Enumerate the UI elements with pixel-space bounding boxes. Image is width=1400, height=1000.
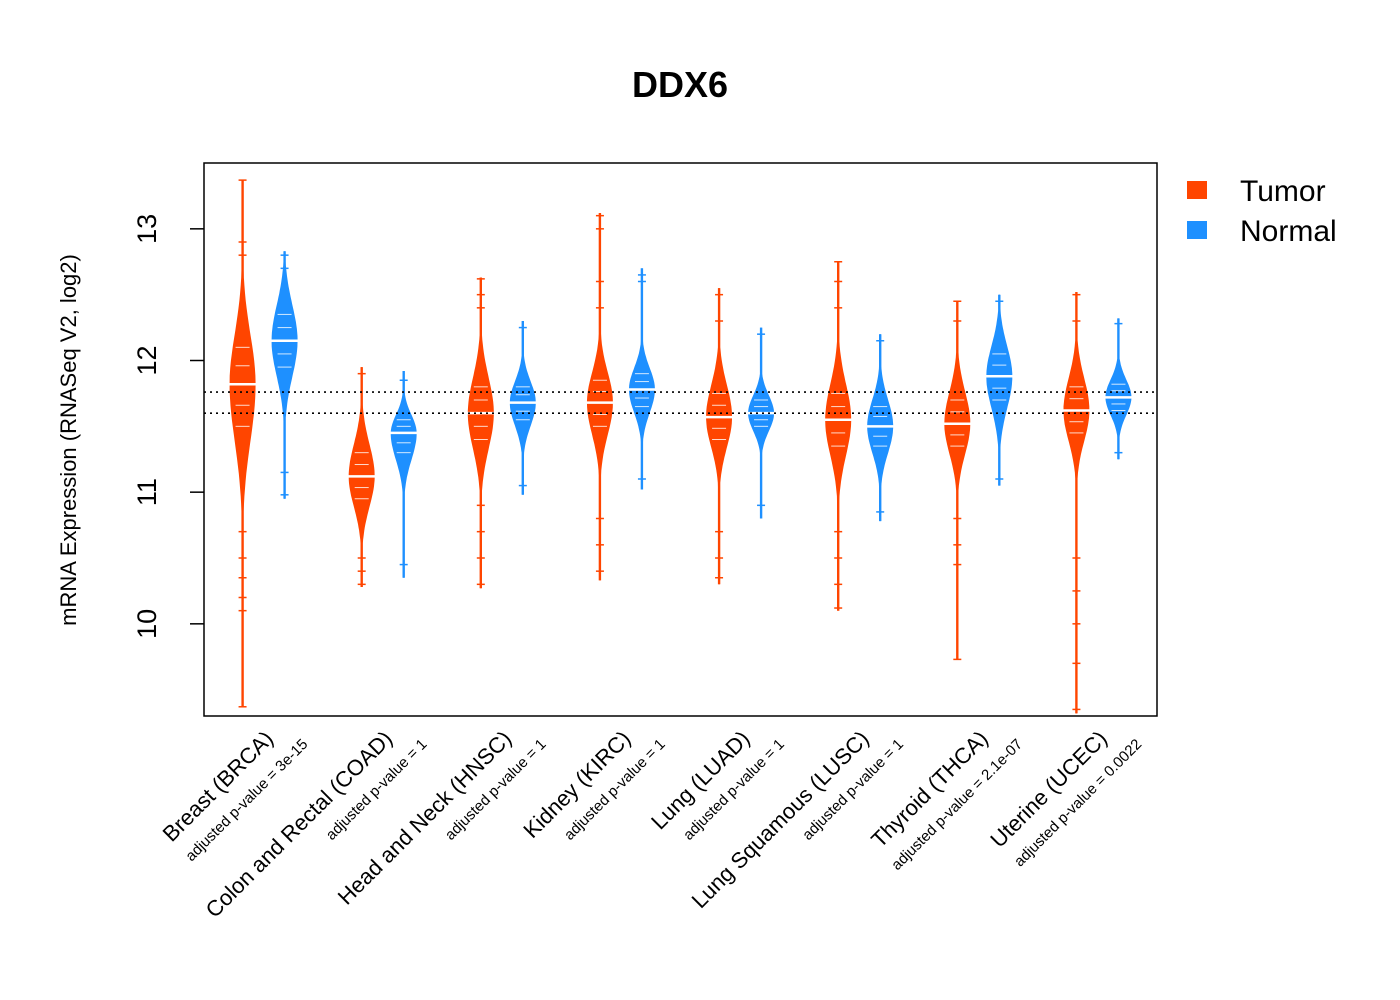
legend-label-normal: Normal xyxy=(1240,215,1337,248)
tumor-bean xyxy=(704,288,735,585)
tumor-density xyxy=(586,213,613,581)
tumor-density xyxy=(467,277,494,589)
tumor-density xyxy=(229,180,256,707)
tumor-bean xyxy=(942,300,973,661)
reference-lines xyxy=(204,391,1157,414)
normal-bean xyxy=(984,294,1015,486)
tumor-bean xyxy=(584,213,615,581)
y-tick-label: 10 xyxy=(132,609,162,639)
tumor-density xyxy=(944,301,971,660)
normal-density xyxy=(748,327,774,519)
legend-swatch-tumor xyxy=(1187,181,1207,199)
tumor-bean xyxy=(346,367,377,587)
y-tick-label: 12 xyxy=(132,345,162,375)
legend: Tumor Normal xyxy=(1187,175,1337,248)
tumor-density xyxy=(825,261,852,611)
normal-density xyxy=(986,294,1013,486)
legend-swatch-normal xyxy=(1187,221,1207,239)
normal-density xyxy=(509,321,536,495)
normal-density xyxy=(390,371,417,578)
tumor-density xyxy=(706,288,732,585)
y-tick-label: 13 xyxy=(132,214,162,244)
normal-density xyxy=(867,334,894,522)
x-axis-labels: Breast (BRCA)adjusted p-value = 3e-15Col… xyxy=(158,726,1146,923)
tumor-density xyxy=(1063,292,1090,714)
tumor-bean xyxy=(823,261,854,611)
normal-bean xyxy=(507,321,538,495)
normal-bean xyxy=(269,251,300,499)
tumor-bean xyxy=(227,179,258,708)
plot-frame xyxy=(203,162,1158,717)
legend-label-tumor: Tumor xyxy=(1240,175,1326,208)
y-axis: 10 11 12 13 xyxy=(132,214,204,639)
tumor-bean xyxy=(465,277,496,589)
normal-density xyxy=(271,251,298,499)
normal-bean xyxy=(865,334,896,522)
normal-density xyxy=(629,268,655,490)
bean-group xyxy=(227,179,1134,714)
normal-bean xyxy=(626,268,657,490)
normal-bean xyxy=(1103,318,1134,460)
chart-title: DDX6 xyxy=(632,64,728,105)
tumor-bean xyxy=(1061,292,1092,714)
normal-bean xyxy=(388,371,419,578)
normal-bean xyxy=(746,327,777,519)
y-axis-label: mRNA Expression (RNASeq V2, log2) xyxy=(56,254,81,626)
normal-density xyxy=(1105,318,1132,460)
y-tick-label: 11 xyxy=(132,478,162,506)
